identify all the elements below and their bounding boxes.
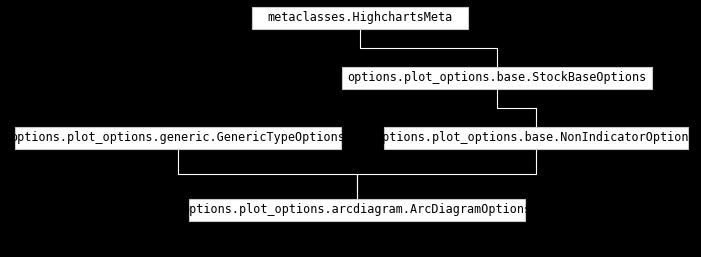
FancyBboxPatch shape <box>189 199 525 221</box>
Text: options.plot_options.base.StockBaseOptions: options.plot_options.base.StockBaseOptio… <box>348 71 646 85</box>
Text: metaclasses.HighchartsMeta: metaclasses.HighchartsMeta <box>267 12 453 24</box>
Text: options.plot_options.base.NonIndicatorOptions: options.plot_options.base.NonIndicatorOp… <box>376 132 696 144</box>
FancyBboxPatch shape <box>384 127 688 149</box>
FancyBboxPatch shape <box>252 7 468 29</box>
FancyBboxPatch shape <box>15 127 341 149</box>
Text: options.plot_options.generic.GenericTypeOptions: options.plot_options.generic.GenericType… <box>11 132 346 144</box>
FancyBboxPatch shape <box>342 67 652 89</box>
Text: options.plot_options.arcdiagram.ArcDiagramOptions: options.plot_options.arcdiagram.ArcDiagr… <box>182 204 531 216</box>
